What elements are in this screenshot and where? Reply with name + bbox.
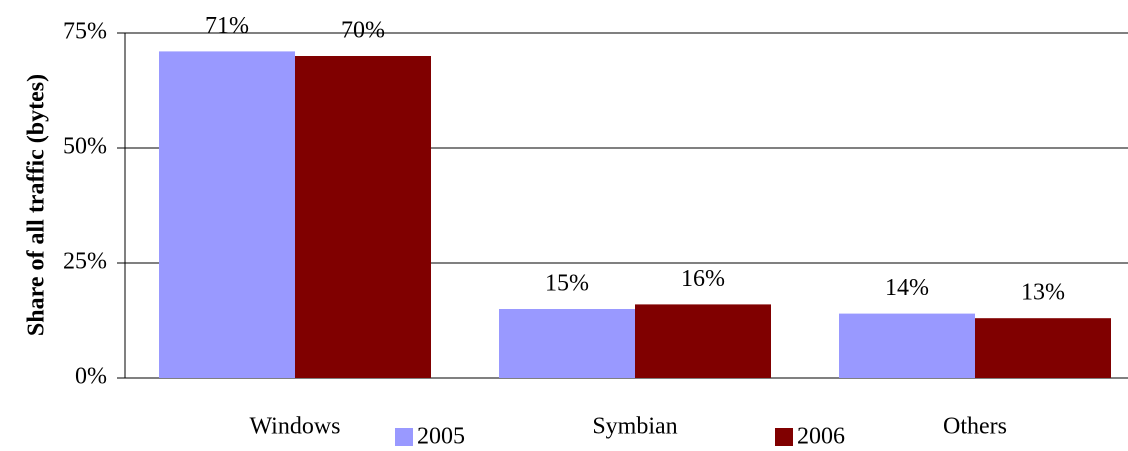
y-tick-label: 75% xyxy=(63,19,107,45)
y-tick-label: 0% xyxy=(75,364,107,390)
data-label: 71% xyxy=(205,13,249,39)
legend-label: 2005 xyxy=(417,424,465,450)
legend-swatch xyxy=(395,428,413,446)
x-tick-label: Others xyxy=(943,414,1007,440)
legend-label: 2006 xyxy=(797,424,845,450)
x-tick-label: Symbian xyxy=(592,414,677,440)
y-axis-label: Share of all traffic (bytes) xyxy=(24,74,50,336)
bar xyxy=(975,318,1111,378)
data-label: 13% xyxy=(1021,280,1065,306)
bar xyxy=(295,56,431,378)
y-tick-label: 50% xyxy=(63,134,107,160)
data-label: 14% xyxy=(885,275,929,301)
x-tick-label: Windows xyxy=(249,414,340,440)
legend-swatch xyxy=(775,428,793,446)
bar xyxy=(499,309,635,378)
bar xyxy=(839,313,975,378)
data-label: 70% xyxy=(341,18,385,44)
data-label: 16% xyxy=(681,266,725,292)
y-tick-label: 25% xyxy=(63,249,107,275)
data-label: 15% xyxy=(545,271,589,297)
bar xyxy=(159,51,295,379)
bar xyxy=(635,304,771,378)
